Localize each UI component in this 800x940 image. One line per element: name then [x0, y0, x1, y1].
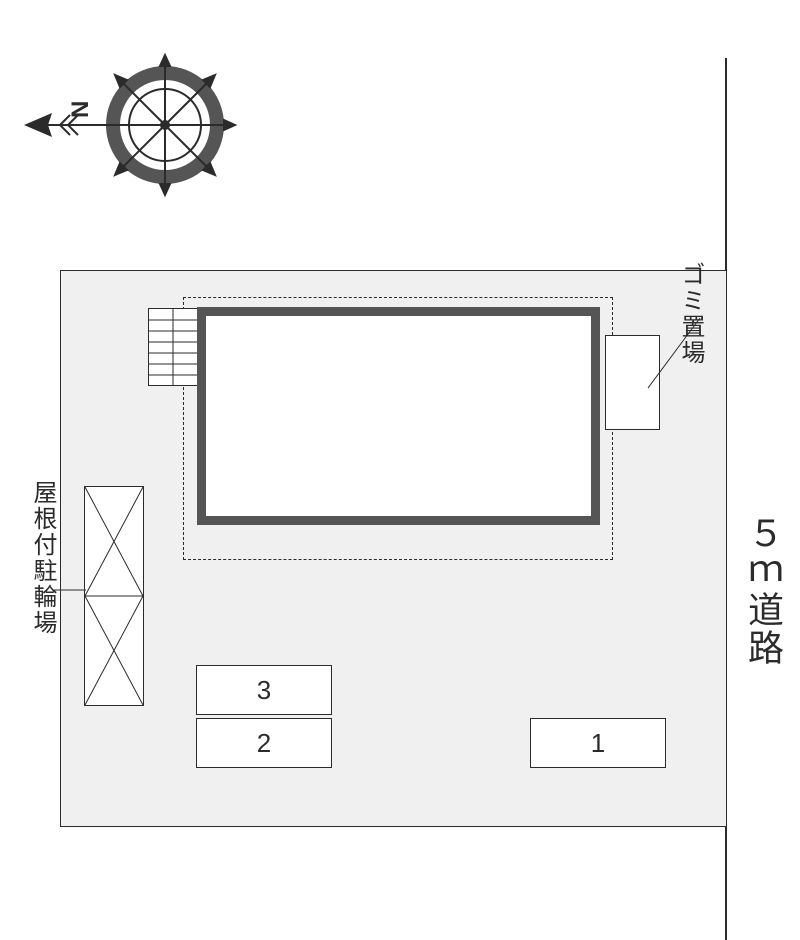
parking-number-label: 2 — [257, 728, 271, 759]
compass-north-label: N — [67, 101, 94, 118]
parking-number-label: 3 — [257, 675, 271, 706]
site-plan-diagram: ５ｍ道路 屋根付駐輪場 — [0, 0, 800, 940]
garbage-label: ゴミ置場 — [678, 262, 702, 366]
parking-space-3: 3 — [196, 665, 332, 715]
parking-number-label: 1 — [591, 728, 605, 759]
parking-space-1: 1 — [530, 718, 666, 768]
compass-icon: N — [0, 0, 300, 250]
parking-space-2: 2 — [196, 718, 332, 768]
